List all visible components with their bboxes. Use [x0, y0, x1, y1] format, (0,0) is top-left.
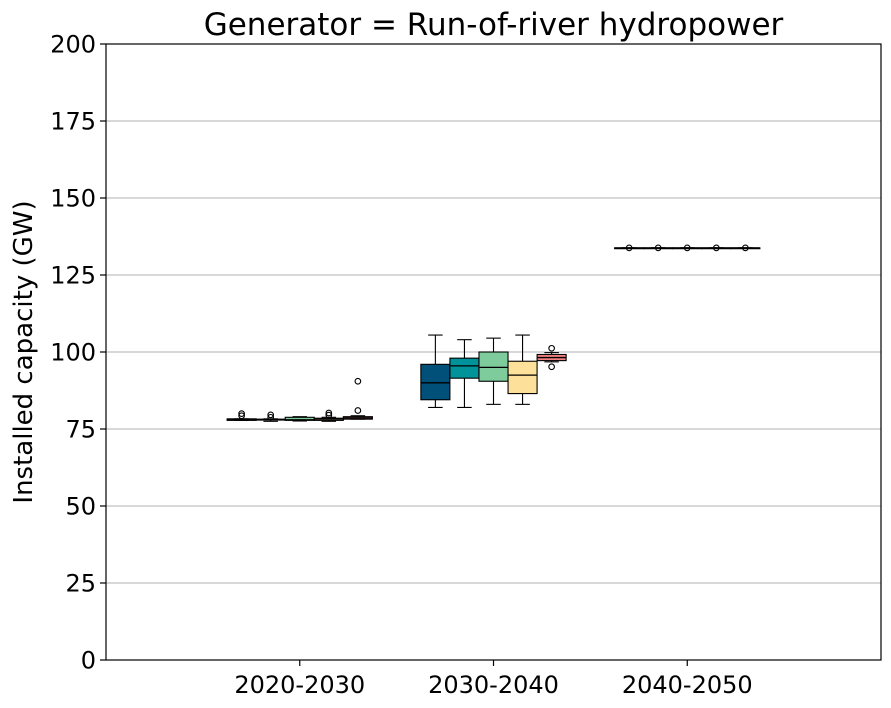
box-iqr [449, 357, 480, 379]
box-iqr [507, 360, 538, 395]
outlier-point [683, 244, 691, 252]
outlier-point [325, 409, 333, 417]
outlier-point [625, 244, 633, 252]
outlier-point [354, 407, 362, 414]
chart-title: Generator = Run-of-river hydropower [204, 7, 784, 43]
outlier-point [548, 344, 555, 352]
box-layer [226, 244, 761, 422]
outlier-point [325, 411, 333, 419]
y-axis-label: Installed capacity (GW) [9, 200, 39, 503]
x-tick-label: 2030-2040 [428, 671, 559, 699]
tick-layer: 0 25 50 75 100 125 150 175 200 2020-2030 2030-2040… [50, 31, 752, 700]
y-tick-label: 200 [50, 31, 96, 59]
box-iqr [478, 351, 509, 382]
x-tick-label: 2020-2030 [234, 671, 365, 699]
outlier-point [712, 244, 720, 252]
x-tick-label: 2040-2050 [622, 671, 753, 699]
outlier-point [548, 363, 555, 371]
y-tick-label: 100 [50, 339, 96, 367]
y-tick-label: 50 [65, 493, 96, 521]
box-iqr [420, 363, 451, 401]
outlier-point [267, 413, 275, 421]
y-tick-label: 75 [65, 416, 96, 444]
y-tick-label: 0 [81, 647, 96, 675]
outlier-point [267, 411, 275, 419]
y-tick-label: 25 [65, 570, 96, 598]
outlier-point [238, 410, 245, 417]
y-tick-label: 125 [50, 262, 96, 290]
outlier-point [654, 244, 662, 252]
y-tick-label: 150 [50, 185, 96, 213]
outlier-point [354, 377, 362, 385]
y-tick-label: 175 [50, 108, 96, 136]
outlier-point [742, 244, 749, 252]
grid-layer [106, 120, 881, 584]
outlier-point [238, 412, 245, 420]
